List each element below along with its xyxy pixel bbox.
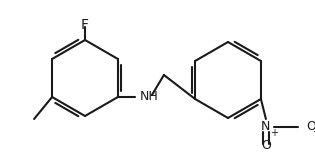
Text: N: N	[261, 120, 271, 133]
Text: NH: NH	[140, 91, 159, 104]
Text: +: +	[270, 128, 278, 138]
Text: F: F	[81, 18, 89, 32]
Text: −: −	[313, 127, 315, 137]
Text: O: O	[306, 120, 315, 133]
Text: O: O	[261, 139, 271, 152]
